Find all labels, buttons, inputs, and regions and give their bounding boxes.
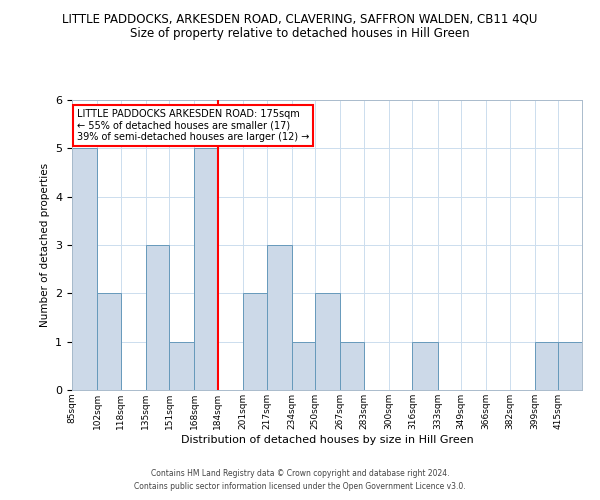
Text: LITTLE PADDOCKS ARKESDEN ROAD: 175sqm
← 55% of detached houses are smaller (17)
: LITTLE PADDOCKS ARKESDEN ROAD: 175sqm ← … [77, 108, 310, 142]
Bar [559, 342, 582, 390]
Bar [72, 148, 97, 390]
Bar [315, 294, 340, 390]
Bar [535, 342, 559, 390]
Bar [266, 245, 292, 390]
Bar [146, 245, 169, 390]
Text: Contains HM Land Registry data © Crown copyright and database right 2024.: Contains HM Land Registry data © Crown c… [151, 468, 449, 477]
X-axis label: Distribution of detached houses by size in Hill Green: Distribution of detached houses by size … [181, 434, 473, 444]
Bar [412, 342, 437, 390]
Text: Size of property relative to detached houses in Hill Green: Size of property relative to detached ho… [130, 28, 470, 40]
Bar [97, 294, 121, 390]
Bar [169, 342, 194, 390]
Y-axis label: Number of detached properties: Number of detached properties [40, 163, 50, 327]
Text: LITTLE PADDOCKS, ARKESDEN ROAD, CLAVERING, SAFFRON WALDEN, CB11 4QU: LITTLE PADDOCKS, ARKESDEN ROAD, CLAVERIN… [62, 12, 538, 26]
Bar [340, 342, 364, 390]
Text: Contains public sector information licensed under the Open Government Licence v3: Contains public sector information licen… [134, 482, 466, 491]
Bar [194, 148, 218, 390]
Bar [243, 294, 266, 390]
Bar [292, 342, 315, 390]
